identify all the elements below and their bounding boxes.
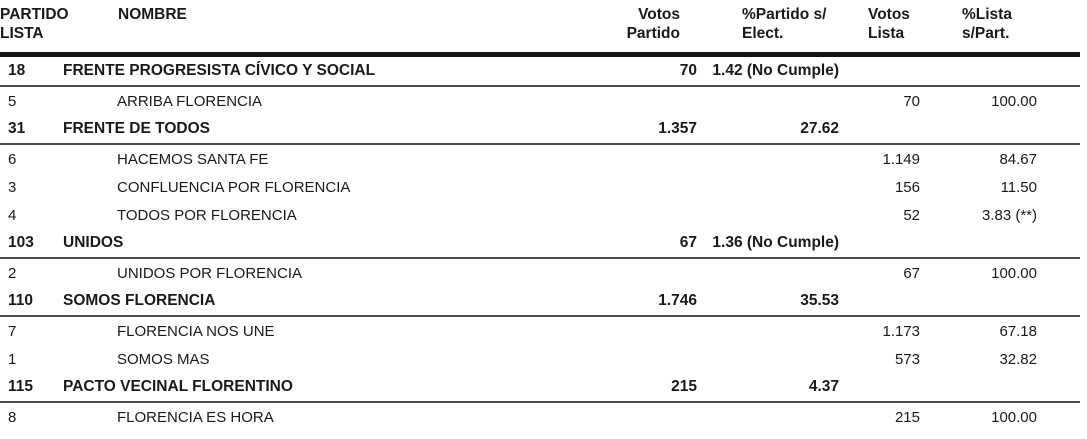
list-row: 4 TODOS POR FLORENCIA 52 3.83 (**) [0, 201, 1080, 229]
cell-nombre: FRENTE PROGRESISTA CÍVICO Y SOCIAL [63, 62, 376, 79]
cell-pct-partido: 1.36 (No Cumple) [712, 234, 839, 251]
cell-pct-lista: 67.18 [999, 322, 1037, 340]
table-header-row: PARTIDO LISTA NOMBRE Votos Partido %Part… [0, 0, 1080, 57]
cell-partido-number: 1 [8, 350, 17, 368]
party-row: 18 FRENTE PROGRESISTA CÍVICO Y SOCIAL 70… [0, 57, 1080, 87]
cell-nombre: TODOS POR FLORENCIA [117, 206, 297, 224]
cell-votos-lista: 70 [903, 92, 920, 110]
cell-pct-lista: 11.50 [1000, 178, 1037, 196]
cell-partido-number: 6 [8, 150, 17, 168]
col-header-votos-partido-line1: Votos [638, 6, 680, 23]
cell-votos-partido: 67 [679, 234, 697, 251]
party-row: 115 PACTO VECINAL FLORENTINO 215 4.37 [0, 373, 1080, 403]
cell-votos-lista: 67 [903, 264, 920, 282]
list-row: 8 FLORENCIA ES HORA 215 100.00 [0, 403, 1080, 431]
cell-votos-lista: 215 [894, 408, 920, 426]
cell-pct-lista: 84.67 [999, 150, 1037, 168]
col-header-nombre: NOMBRE [118, 6, 187, 23]
list-row: 7 FLORENCIA NOS UNE 1.173 67.18 [0, 317, 1080, 345]
cell-partido-number: 5 [8, 92, 17, 110]
col-header-pct-lista-line2: s/Part. [962, 25, 1010, 42]
col-header-pct-partido: %Partido s/ Elect. [698, 5, 840, 43]
cell-nombre: UNIDOS [63, 234, 124, 251]
cell-pct-partido: 1.42 (No Cumple) [712, 62, 839, 79]
cell-nombre: FRENTE DE TODOS [63, 120, 210, 137]
cell-partido-number: 103 [8, 234, 34, 251]
cell-votos-partido: 70 [679, 62, 697, 79]
list-row: 3 CONFLUENCIA POR FLORENCIA 156 11.50 [0, 173, 1080, 201]
cell-partido-number: 110 [8, 292, 34, 309]
cell-pct-partido: 35.53 [800, 292, 839, 309]
cell-pct-partido: 27.62 [800, 120, 839, 137]
list-row: 1 SOMOS MAS 573 32.82 [0, 345, 1080, 373]
cell-partido-number: 115 [8, 378, 34, 395]
cell-pct-lista: 100.00 [991, 92, 1037, 110]
party-row: 110 SOMOS FLORENCIA 1.746 35.53 [0, 287, 1080, 317]
cell-nombre: PACTO VECINAL FLORENTINO [63, 378, 293, 395]
cell-partido-number: 2 [8, 264, 17, 282]
col-header-partido-lista-line2: LISTA [0, 25, 44, 42]
col-header-pct-lista: %Lista s/Part. [921, 5, 1038, 43]
cell-nombre: ARRIBA FLORENCIA [117, 92, 263, 110]
col-header-votos-partido: Votos Partido [560, 5, 698, 43]
cell-votos-lista: 573 [894, 350, 920, 368]
col-header-votos-lista: Votos Lista [840, 5, 921, 43]
list-row: 2 UNIDOS POR FLORENCIA 67 100.00 [0, 259, 1080, 287]
cell-partido-number: 7 [8, 322, 17, 340]
cell-nombre: CONFLUENCIA POR FLORENCIA [117, 178, 351, 196]
cell-pct-lista: 100.00 [991, 408, 1037, 426]
cell-partido-number: 8 [8, 408, 17, 426]
cell-pct-lista: 3.83 (**) [981, 206, 1037, 224]
cell-partido-number: 3 [8, 178, 17, 196]
col-header-partido-lista-line1: PARTIDO [0, 6, 69, 23]
cell-partido-number: 31 [8, 120, 26, 137]
col-header-votos-partido-line2: Partido [626, 25, 680, 42]
cell-nombre: SOMOS FLORENCIA [63, 292, 216, 309]
cell-nombre: UNIDOS POR FLORENCIA [117, 264, 303, 282]
cell-votos-partido: 1.746 [658, 292, 697, 309]
list-row: 6 HACEMOS SANTA FE 1.149 84.67 [0, 145, 1080, 173]
party-row: 31 FRENTE DE TODOS 1.357 27.62 [0, 115, 1080, 145]
col-header-pct-lista-line1: %Lista [962, 6, 1012, 23]
list-row: 5 ARRIBA FLORENCIA 70 100.00 [0, 87, 1080, 115]
cell-votos-lista: 52 [903, 206, 920, 224]
cell-votos-lista: 1.149 [882, 150, 920, 168]
cell-nombre: SOMOS MAS [117, 350, 210, 368]
col-header-pct-partido-line1: %Partido s/ [742, 6, 827, 23]
col-header-pct-partido-line2: Elect. [742, 25, 784, 42]
cell-partido-number: 18 [8, 62, 26, 79]
party-row: 103 UNIDOS 67 1.36 (No Cumple) [0, 229, 1080, 259]
election-results-table: PARTIDO LISTA NOMBRE Votos Partido %Part… [0, 0, 1080, 431]
col-header-partido-lista: PARTIDO LISTA [0, 5, 69, 43]
cell-votos-lista: 156 [894, 178, 920, 196]
cell-pct-partido: 4.37 [808, 378, 839, 395]
cell-pct-lista: 32.82 [999, 350, 1037, 368]
cell-votos-partido: 1.357 [658, 120, 697, 137]
col-header-votos-lista-line2: Lista [868, 25, 905, 42]
cell-nombre: FLORENCIA ES HORA [117, 408, 274, 426]
cell-pct-lista: 100.00 [991, 264, 1037, 282]
cell-nombre: HACEMOS SANTA FE [117, 150, 269, 168]
cell-nombre: FLORENCIA NOS UNE [117, 322, 275, 340]
cell-votos-partido: 215 [671, 378, 697, 395]
cell-partido-number: 4 [8, 206, 17, 224]
col-header-votos-lista-line1: Votos [868, 6, 910, 23]
cell-votos-lista: 1.173 [882, 322, 920, 340]
